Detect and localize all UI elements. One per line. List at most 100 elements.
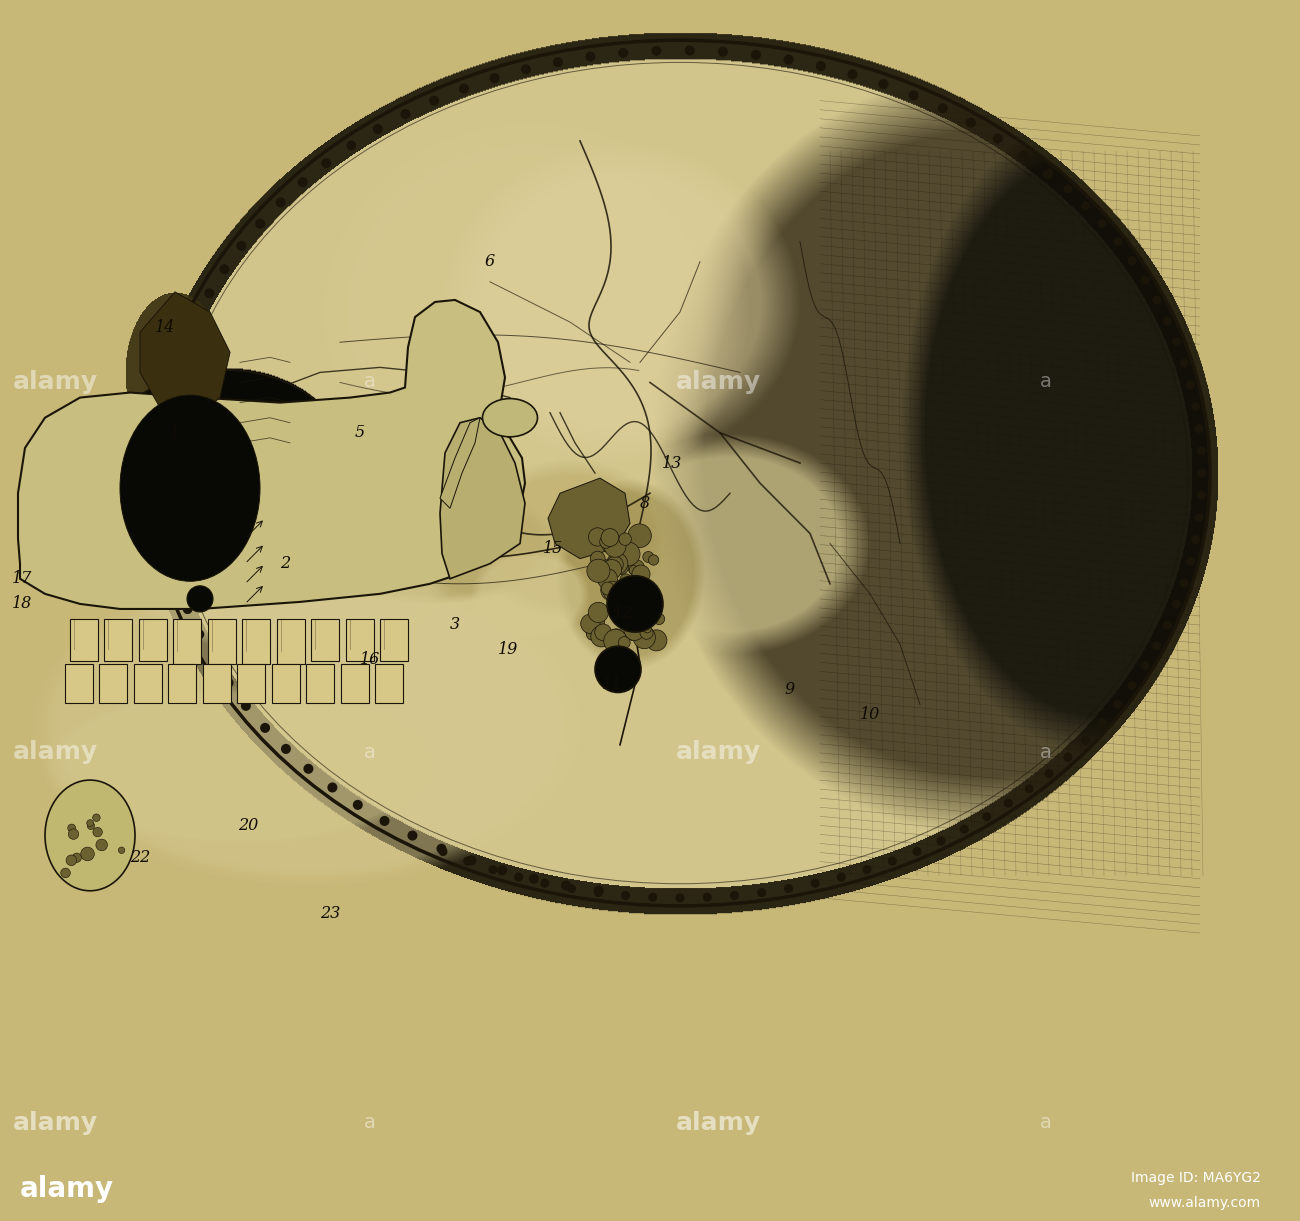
Circle shape <box>628 559 645 576</box>
Circle shape <box>303 764 313 774</box>
Circle shape <box>627 631 637 640</box>
Circle shape <box>598 569 618 589</box>
Circle shape <box>237 241 247 252</box>
Polygon shape <box>439 418 480 508</box>
Circle shape <box>632 565 650 584</box>
Bar <box>173 619 202 664</box>
Circle shape <box>619 532 632 546</box>
Circle shape <box>597 532 610 545</box>
Text: alamy: alamy <box>13 740 98 764</box>
Circle shape <box>1045 168 1053 177</box>
Text: alamy: alamy <box>676 1111 760 1134</box>
Circle shape <box>837 873 846 882</box>
Circle shape <box>156 444 166 454</box>
Circle shape <box>676 894 685 902</box>
Circle shape <box>784 884 793 893</box>
Circle shape <box>1197 447 1206 455</box>
Circle shape <box>1127 256 1136 265</box>
Ellipse shape <box>105 370 344 546</box>
Text: alamy: alamy <box>676 370 760 394</box>
Polygon shape <box>549 479 630 559</box>
Circle shape <box>529 874 539 884</box>
Circle shape <box>879 79 888 89</box>
Circle shape <box>96 839 108 851</box>
Text: a: a <box>1040 372 1052 392</box>
Circle shape <box>182 604 192 614</box>
Circle shape <box>607 553 628 574</box>
Circle shape <box>642 552 654 563</box>
Bar <box>237 664 265 702</box>
Circle shape <box>1004 799 1013 808</box>
Circle shape <box>118 847 125 853</box>
Text: 17: 17 <box>12 570 32 587</box>
Text: 13: 13 <box>662 454 683 471</box>
Circle shape <box>159 418 169 427</box>
Circle shape <box>585 51 595 62</box>
Bar <box>208 619 235 664</box>
Text: 3: 3 <box>450 615 460 632</box>
Circle shape <box>515 873 523 882</box>
Circle shape <box>612 538 629 556</box>
Text: 15: 15 <box>543 540 563 557</box>
Text: 22: 22 <box>130 849 150 866</box>
Circle shape <box>937 104 948 114</box>
Circle shape <box>581 614 601 634</box>
Circle shape <box>373 125 382 134</box>
Text: 10: 10 <box>859 706 880 723</box>
Text: 6: 6 <box>485 253 495 270</box>
Circle shape <box>616 614 628 626</box>
Circle shape <box>983 812 992 822</box>
Circle shape <box>1197 491 1206 499</box>
Text: 8: 8 <box>640 495 650 512</box>
Text: 20: 20 <box>238 817 259 834</box>
Circle shape <box>1082 736 1091 745</box>
Circle shape <box>594 624 611 641</box>
Ellipse shape <box>120 396 260 581</box>
Circle shape <box>191 313 202 324</box>
Text: 16: 16 <box>360 651 380 668</box>
Circle shape <box>816 61 826 71</box>
Circle shape <box>165 552 176 562</box>
Circle shape <box>603 581 623 601</box>
Ellipse shape <box>46 780 135 891</box>
Text: 5: 5 <box>355 425 365 441</box>
Circle shape <box>651 45 662 56</box>
Circle shape <box>640 626 653 640</box>
Circle shape <box>601 582 614 595</box>
Circle shape <box>621 891 630 900</box>
Circle shape <box>654 613 664 625</box>
Circle shape <box>92 828 103 836</box>
Circle shape <box>637 614 646 624</box>
Text: 2: 2 <box>280 556 290 573</box>
Circle shape <box>220 264 230 275</box>
Circle shape <box>589 527 607 546</box>
Text: 19: 19 <box>498 641 519 658</box>
Text: 9: 9 <box>785 681 796 698</box>
Circle shape <box>1043 170 1053 179</box>
Ellipse shape <box>482 398 537 437</box>
Circle shape <box>437 844 446 853</box>
Circle shape <box>888 857 897 866</box>
Polygon shape <box>140 292 230 418</box>
Circle shape <box>629 589 640 597</box>
Circle shape <box>1097 219 1106 228</box>
Circle shape <box>1191 535 1200 545</box>
Circle shape <box>751 50 760 60</box>
Bar <box>311 619 339 662</box>
Circle shape <box>602 535 621 554</box>
Text: alamy: alamy <box>13 1111 98 1134</box>
Circle shape <box>276 198 286 208</box>
Circle shape <box>913 847 922 856</box>
Circle shape <box>1195 513 1204 523</box>
Circle shape <box>594 888 603 897</box>
Circle shape <box>224 678 234 687</box>
Circle shape <box>459 83 469 94</box>
Bar <box>306 664 334 702</box>
Circle shape <box>321 159 332 168</box>
Circle shape <box>164 391 174 400</box>
Circle shape <box>1140 662 1149 670</box>
Polygon shape <box>18 300 525 609</box>
Circle shape <box>346 140 356 150</box>
Circle shape <box>61 868 70 878</box>
Circle shape <box>628 524 651 547</box>
